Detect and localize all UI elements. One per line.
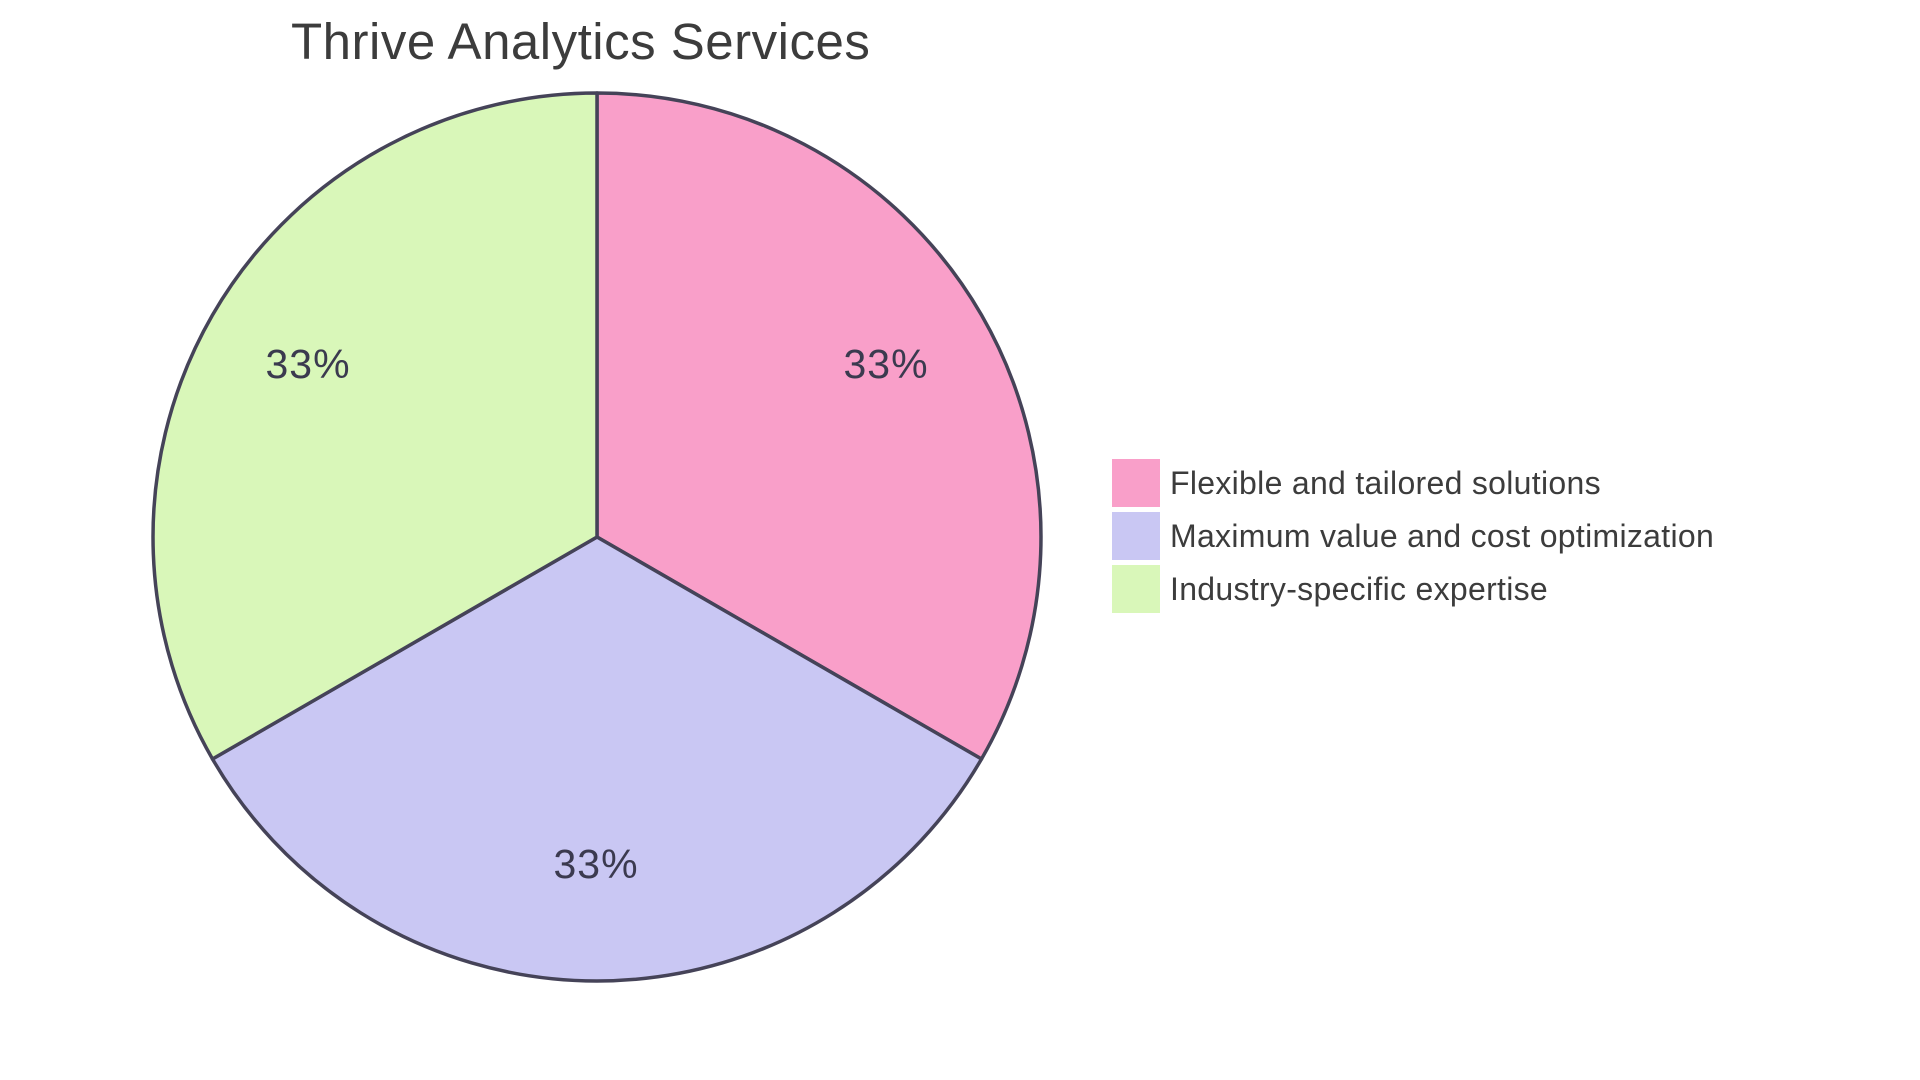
legend-item-maximum-value-and-cost-optimization: Maximum value and cost optimization [1112, 512, 1714, 560]
legend-swatch-flexible-and-tailored-solutions [1112, 459, 1160, 507]
percent-label-industry-specific-expertise: 33% [265, 341, 350, 387]
legend: Flexible and tailored solutions Maximum … [1112, 459, 1714, 613]
legend-item-industry-specific-expertise: Industry-specific expertise [1112, 565, 1714, 613]
legend-swatch-maximum-value-and-cost-optimization [1112, 512, 1160, 560]
legend-label-maximum-value-and-cost-optimization: Maximum value and cost optimization [1170, 517, 1715, 554]
legend-label-flexible-and-tailored-solutions: Flexible and tailored solutions [1170, 464, 1601, 501]
pie-slice-maximum-value-and-cost-optimization [210, 535, 984, 983]
legend-item-flexible-and-tailored-solutions: Flexible and tailored solutions [1112, 459, 1714, 507]
chart-title: Thrive Analytics Services [291, 13, 871, 70]
pie-slice-flexible-and-tailored-solutions [595, 91, 1043, 761]
percent-label-flexible-and-tailored-solutions: 33% [843, 341, 928, 387]
percent-label-maximum-value-and-cost-optimization: 33% [553, 841, 638, 887]
legend-swatch-industry-specific-expertise [1112, 565, 1160, 613]
legend-label-industry-specific-expertise: Industry-specific expertise [1170, 570, 1549, 607]
pie-slice-industry-specific-expertise [151, 91, 599, 761]
